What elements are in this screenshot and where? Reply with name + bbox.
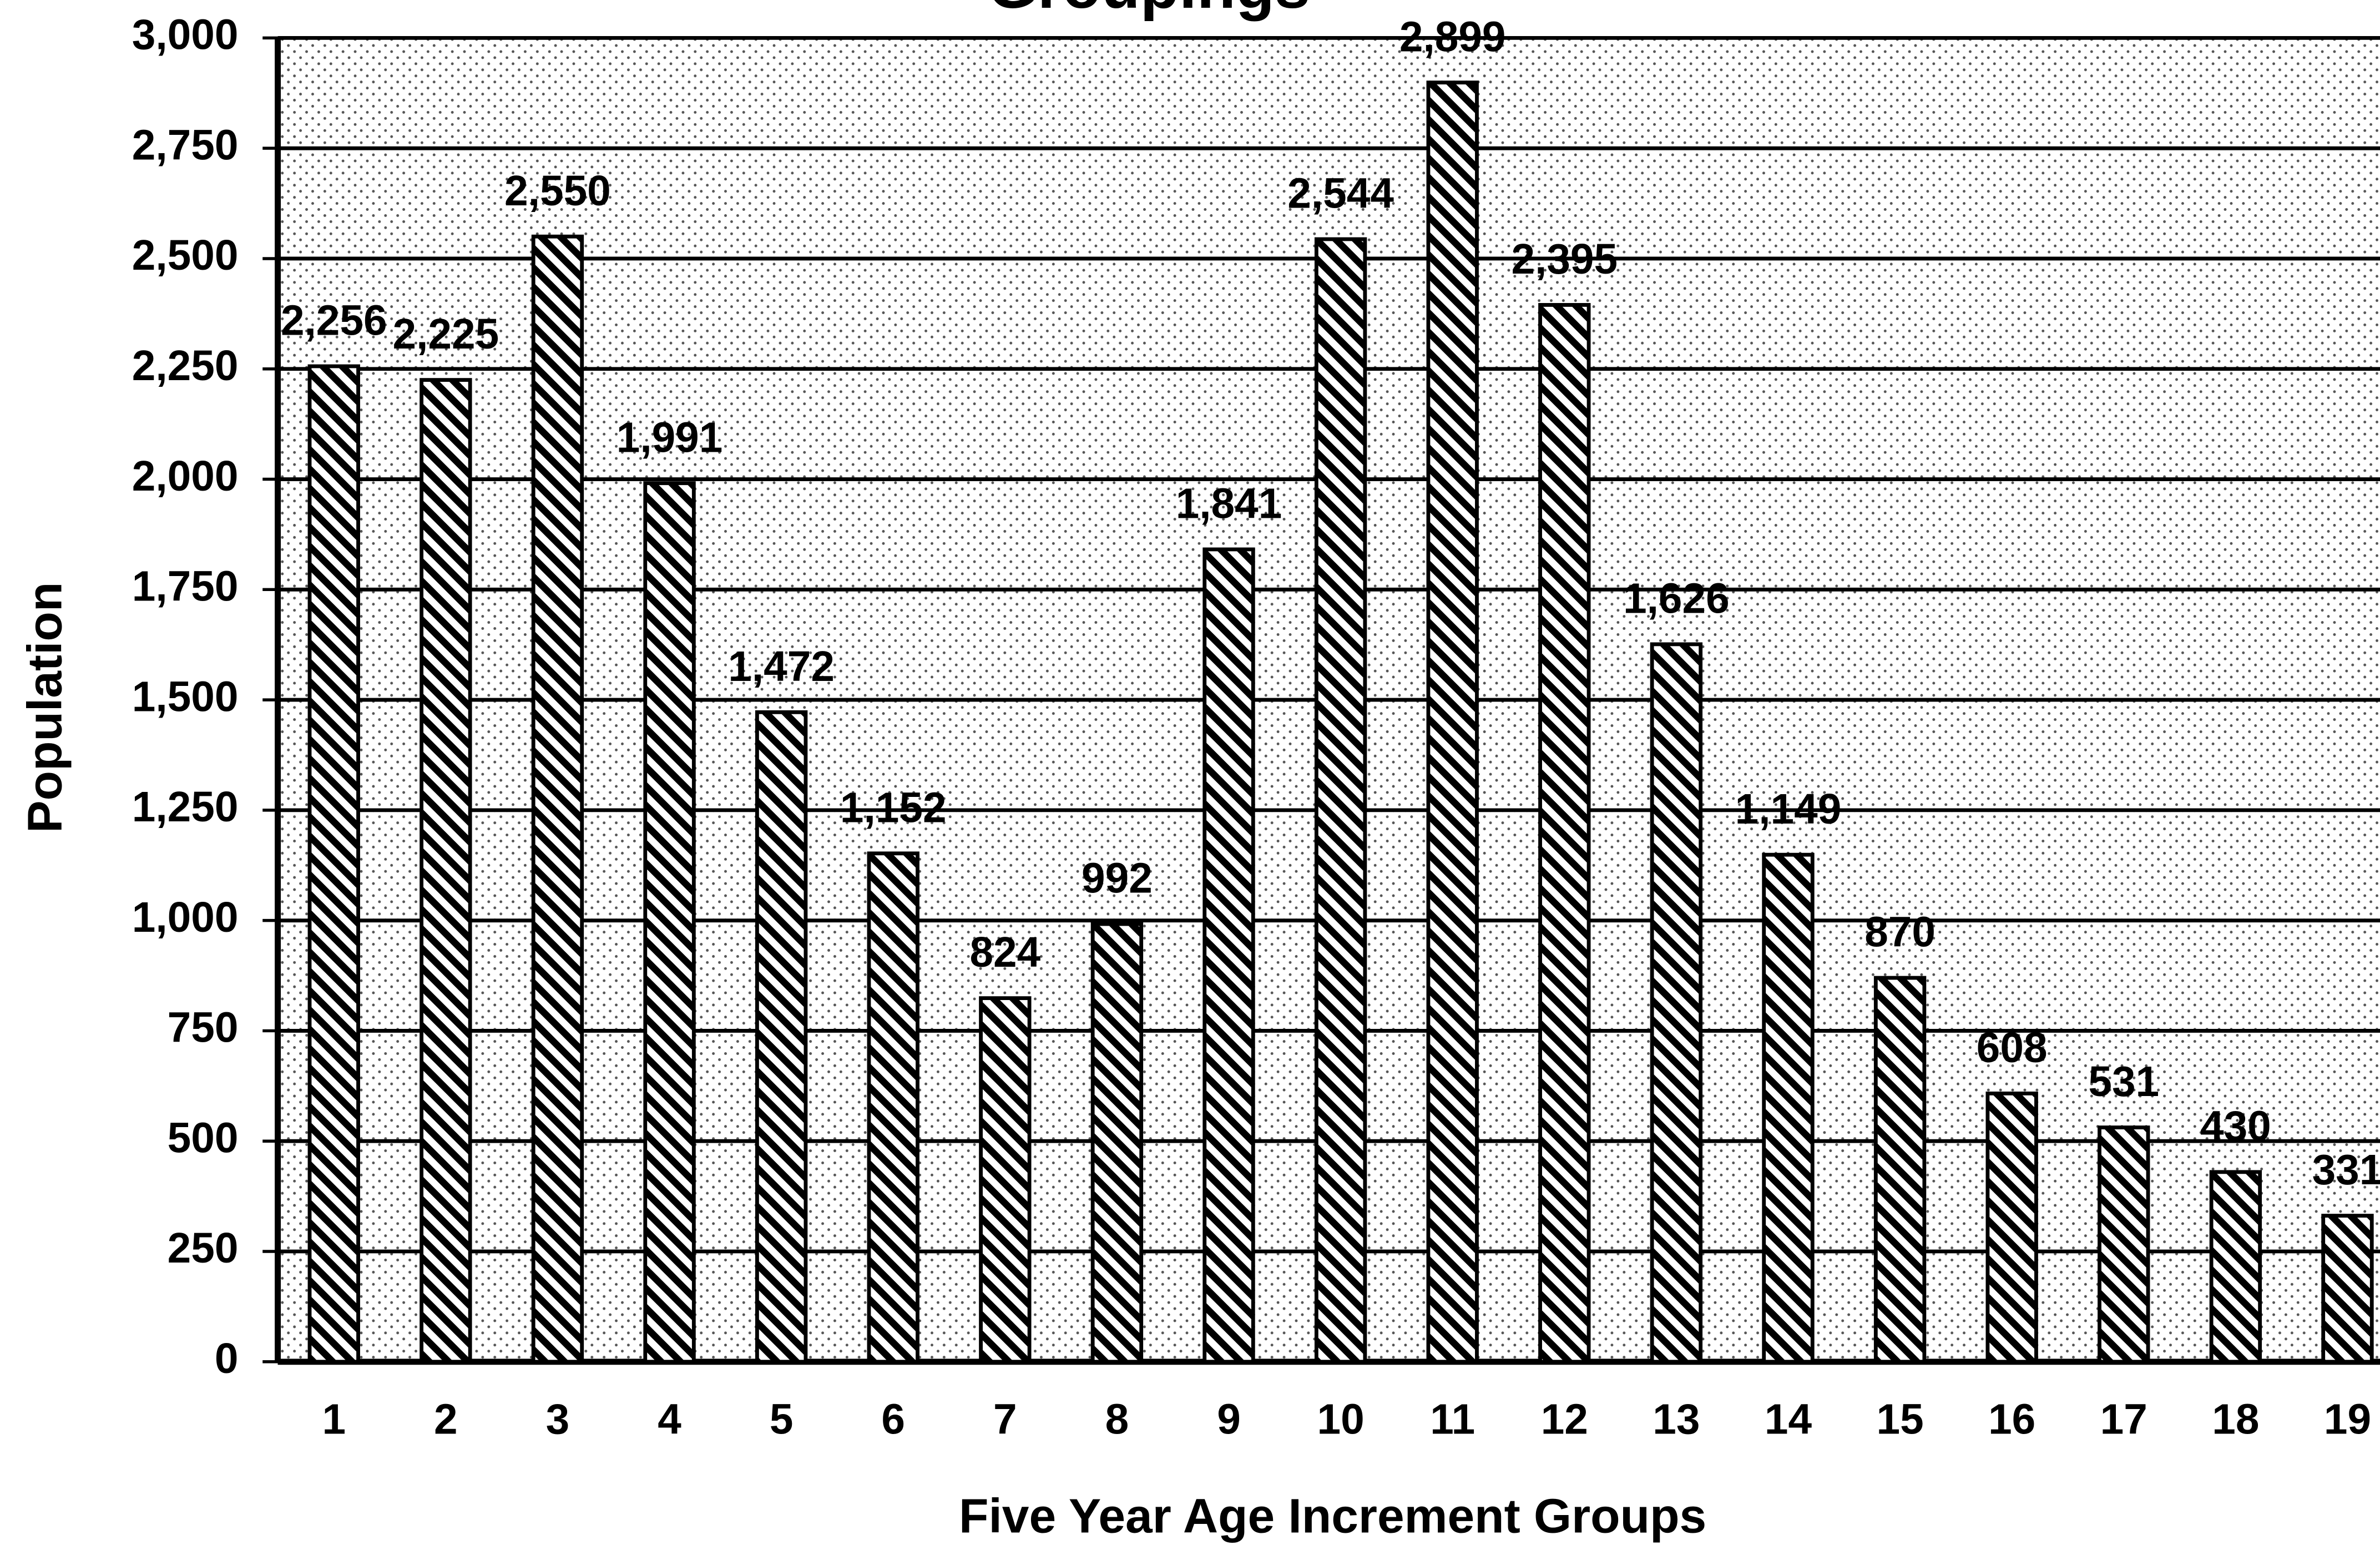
bar: [755, 710, 808, 1364]
value-label: 870: [1864, 909, 1936, 956]
x-tick-label: 4: [658, 1396, 681, 1443]
value-label: 1,626: [1623, 575, 1730, 623]
value-label: 2,256: [281, 297, 387, 345]
bar: [979, 996, 1032, 1364]
y-tick-label: 1,000: [132, 894, 239, 941]
x-tick-label: 13: [1653, 1396, 1700, 1443]
x-tick-label: 9: [1217, 1396, 1241, 1443]
y-tick-label: 1,750: [132, 563, 239, 610]
value-label: 608: [1977, 1024, 2048, 1072]
bar: [307, 364, 360, 1364]
value-label: 2,395: [1511, 236, 1618, 283]
value-label: 1,152: [840, 784, 947, 831]
x-tick-label: 17: [2100, 1396, 2147, 1443]
x-tick-label: 11: [1430, 1396, 1475, 1443]
x-tick-label: 8: [1105, 1396, 1129, 1443]
x-tick-label: 15: [1876, 1396, 1923, 1443]
bar: [1090, 922, 1144, 1364]
value-label: 1,991: [617, 414, 723, 461]
y-tick-label: 3,000: [132, 12, 239, 59]
bar: [420, 378, 472, 1364]
value-label: 331: [2312, 1147, 2380, 1194]
x-tick-label: 18: [2212, 1396, 2259, 1443]
bar: [2098, 1125, 2150, 1364]
bar: [1426, 80, 1479, 1364]
y-tick-label: 1,500: [132, 673, 239, 720]
y-tick-label: 0: [215, 1335, 239, 1382]
bar: [1985, 1091, 2038, 1364]
value-label: 992: [1082, 855, 1153, 902]
x-tick-label: 6: [881, 1396, 905, 1443]
x-tick-label: 19: [2324, 1396, 2371, 1443]
bar: [1762, 852, 1815, 1364]
y-tick-label: 2,250: [132, 342, 239, 390]
bar: [867, 851, 919, 1364]
y-tick-label: 2,500: [132, 232, 239, 279]
y-tick-label: 1,250: [132, 784, 239, 831]
x-tick-label: 10: [1317, 1396, 1365, 1443]
y-axis-label: Population: [18, 582, 72, 833]
value-label: 2,225: [393, 311, 499, 358]
bar: [531, 234, 584, 1364]
bar: [1202, 547, 1255, 1364]
value-label: 531: [2088, 1058, 2159, 1105]
x-axis-label: Five Year Age Increment Groups: [959, 1488, 1706, 1543]
bar: [1650, 642, 1703, 1364]
x-tick-label: 1: [322, 1396, 346, 1443]
chart-title: Groupings: [988, 0, 1310, 22]
y-tick-label: 2,750: [132, 122, 239, 169]
y-tick-label: 2,000: [132, 453, 239, 500]
value-label: 2,899: [1399, 13, 1506, 60]
bar: [2321, 1214, 2374, 1364]
value-label: 430: [2200, 1103, 2271, 1150]
x-tick-label: 2: [434, 1396, 458, 1443]
x-tick-label: 16: [1988, 1396, 2035, 1443]
value-label: 2,550: [504, 168, 611, 215]
value-label: 824: [969, 929, 1040, 976]
x-tick-label: 14: [1765, 1396, 1812, 1443]
x-tick-label: 7: [993, 1396, 1017, 1443]
value-label: 2,544: [1287, 170, 1394, 218]
bar: [1873, 976, 1927, 1364]
bar: [1314, 237, 1367, 1364]
y-tick-label: 250: [168, 1225, 239, 1272]
x-tick-label: 12: [1541, 1396, 1588, 1443]
x-tick-label: 5: [770, 1396, 794, 1443]
y-tick-label: 750: [168, 1004, 239, 1052]
bar: [2209, 1170, 2262, 1364]
value-label: 1,472: [728, 643, 835, 690]
value-label: 1,149: [1735, 786, 1842, 833]
bar: [1538, 303, 1591, 1364]
bar: [643, 481, 696, 1364]
value-label: 1,841: [1176, 481, 1282, 528]
x-tick-label: 3: [546, 1396, 570, 1443]
y-tick-label: 500: [168, 1114, 239, 1162]
